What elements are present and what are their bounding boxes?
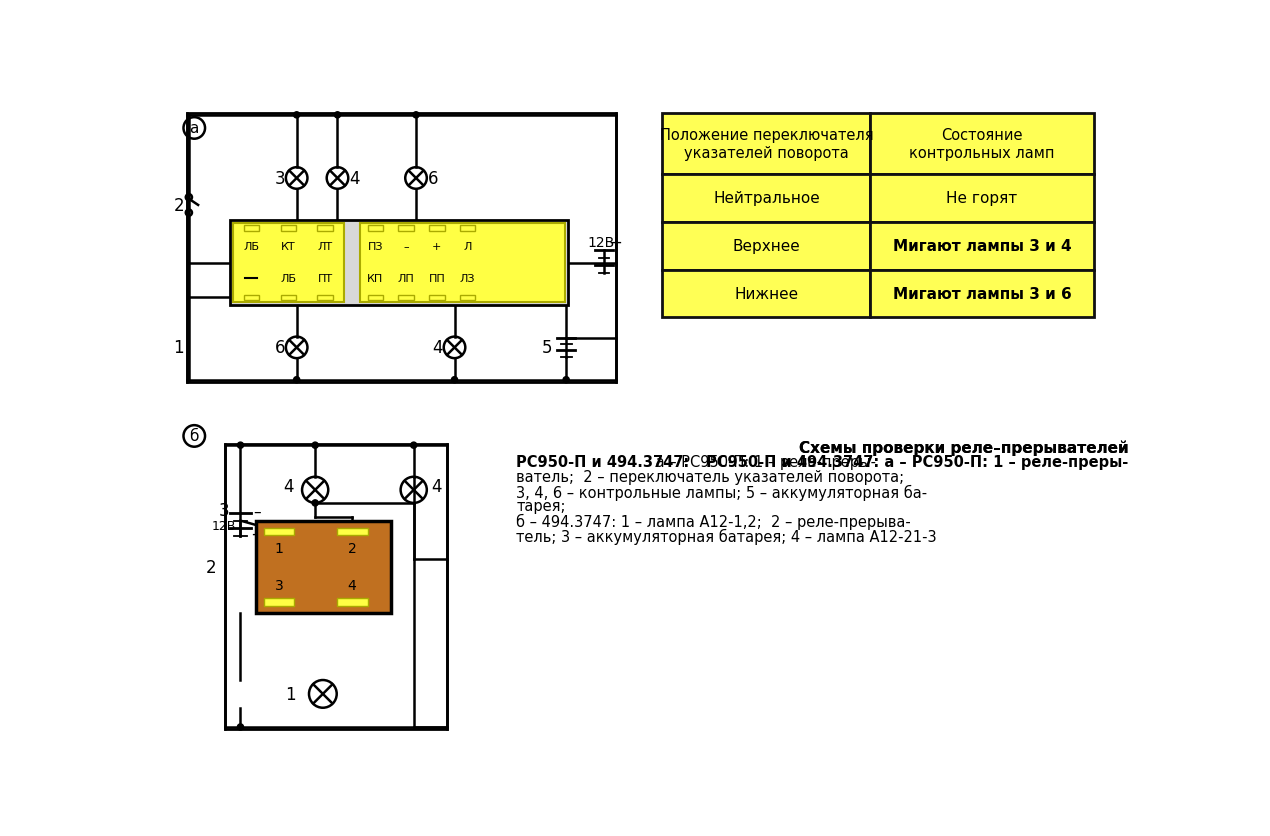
Text: КП: КП bbox=[367, 273, 384, 283]
Bar bbox=[264, 599, 295, 606]
Text: Нижнее: Нижнее bbox=[734, 287, 799, 302]
Bar bbox=[281, 226, 296, 232]
Bar bbox=[187, 114, 616, 383]
Text: 1: 1 bbox=[174, 339, 184, 357]
Text: б: б bbox=[189, 429, 199, 444]
Text: ЛБ: ЛБ bbox=[244, 242, 259, 252]
Text: ЛП: ЛП bbox=[398, 273, 414, 283]
Text: 2: 2 bbox=[348, 542, 357, 556]
Text: 6: 6 bbox=[428, 170, 438, 188]
Bar bbox=[232, 224, 344, 303]
Text: тель; 3 – аккумуляторная батарея; 4 – лампа А12-21-3: тель; 3 – аккумуляторная батарея; 4 – ла… bbox=[516, 528, 937, 544]
Circle shape bbox=[451, 377, 457, 384]
Text: 5: 5 bbox=[542, 339, 552, 357]
Text: РС950-П и 494.3747: а – РС950-П: 1 – реле-преры-: РС950-П и 494.3747: а – РС950-П: 1 – рел… bbox=[706, 455, 1128, 470]
Text: а: а bbox=[189, 121, 199, 136]
Text: 3: 3 bbox=[274, 579, 283, 593]
Text: +: + bbox=[250, 526, 265, 544]
Text: ЛБ: ЛБ bbox=[281, 273, 296, 283]
Text: –: – bbox=[403, 242, 409, 252]
Text: –: – bbox=[254, 504, 262, 519]
Circle shape bbox=[293, 377, 300, 384]
Text: Мигают лампы 3 и 4: Мигают лампы 3 и 4 bbox=[893, 239, 1072, 254]
Text: ватель;  2 – переключатель указателей поворота;: ватель; 2 – переключатель указателей пов… bbox=[516, 470, 904, 484]
Bar bbox=[264, 528, 295, 536]
Circle shape bbox=[237, 724, 244, 730]
Text: ЛТ: ЛТ bbox=[318, 242, 333, 252]
Text: Нейтральное: Нейтральное bbox=[712, 191, 819, 206]
Text: 4: 4 bbox=[432, 477, 442, 496]
Bar bbox=[367, 295, 384, 301]
Circle shape bbox=[334, 113, 340, 119]
Bar bbox=[429, 226, 444, 232]
Text: РС950-П и 494.3747:: РС950-П и 494.3747: bbox=[516, 455, 690, 470]
Bar bbox=[337, 528, 367, 536]
Bar bbox=[399, 226, 414, 232]
Text: 1: 1 bbox=[286, 685, 296, 703]
Text: 2: 2 bbox=[206, 558, 216, 576]
Text: ЛЗ: ЛЗ bbox=[460, 273, 475, 283]
Text: б – 494.3747: 1 – лампа А12-1,2;  2 – реле-прерыва-: б – 494.3747: 1 – лампа А12-1,2; 2 – рел… bbox=[516, 513, 911, 529]
Text: 12В: 12В bbox=[211, 519, 236, 532]
Bar bbox=[318, 295, 333, 301]
Text: 12В: 12В bbox=[588, 235, 615, 249]
Text: Положение переключателя
указателей поворота: Положение переключателя указателей повор… bbox=[659, 128, 874, 161]
Text: ПП: ПП bbox=[428, 273, 446, 283]
Text: Схемы проверки реле–прерывателей: Схемы проверки реле–прерывателей bbox=[799, 441, 1128, 456]
Bar bbox=[318, 226, 333, 232]
Bar bbox=[281, 295, 296, 301]
Text: 4: 4 bbox=[348, 579, 357, 593]
Text: Мигают лампы 3 и 6: Мигают лампы 3 и 6 bbox=[893, 287, 1072, 302]
Bar bbox=[870, 270, 1093, 318]
Bar bbox=[870, 222, 1093, 270]
Text: Л: Л bbox=[464, 242, 471, 252]
Bar bbox=[225, 444, 447, 729]
Circle shape bbox=[293, 113, 300, 119]
Text: 6: 6 bbox=[274, 339, 284, 357]
Bar bbox=[244, 295, 259, 301]
Bar bbox=[337, 599, 367, 606]
Text: ПЗ: ПЗ bbox=[367, 242, 384, 252]
Text: 2: 2 bbox=[174, 196, 184, 215]
Text: тарея;: тарея; bbox=[516, 499, 565, 513]
Bar bbox=[399, 295, 414, 301]
Text: Состояние
контрольных ламп: Состояние контрольных ламп bbox=[909, 128, 1054, 161]
Bar bbox=[244, 226, 259, 232]
Text: 4: 4 bbox=[283, 477, 293, 496]
Circle shape bbox=[410, 442, 417, 449]
Text: 3, 4, 6 – контрольные лампы; 5 – аккумуляторная ба-: 3, 4, 6 – контрольные лампы; 5 – аккумул… bbox=[516, 484, 927, 500]
Text: +: + bbox=[608, 233, 622, 251]
Bar bbox=[663, 222, 870, 270]
Circle shape bbox=[563, 377, 569, 384]
Bar bbox=[663, 175, 870, 222]
Text: КТ: КТ bbox=[281, 242, 296, 252]
Bar bbox=[359, 224, 565, 303]
Bar bbox=[870, 114, 1093, 175]
Text: 4: 4 bbox=[432, 339, 443, 357]
Bar bbox=[663, 270, 870, 318]
Bar bbox=[367, 226, 384, 232]
Text: ПТ: ПТ bbox=[318, 273, 333, 283]
Text: Не горят: Не горят bbox=[946, 191, 1017, 206]
Bar bbox=[255, 521, 391, 614]
Text: а – РС950-П: 1 – реле-преры-: а – РС950-П: 1 – реле-преры- bbox=[652, 455, 876, 470]
Circle shape bbox=[312, 442, 319, 449]
Text: 3: 3 bbox=[274, 170, 284, 188]
Bar bbox=[870, 175, 1093, 222]
Circle shape bbox=[413, 113, 419, 119]
Circle shape bbox=[237, 442, 244, 449]
Text: Верхнее: Верхнее bbox=[733, 239, 800, 254]
Text: 1: 1 bbox=[274, 542, 283, 556]
Text: Схемы проверки реле–прерывателей: Схемы проверки реле–прерывателей bbox=[799, 441, 1128, 456]
Bar bbox=[663, 114, 870, 175]
Text: +: + bbox=[432, 242, 442, 252]
Text: 4: 4 bbox=[349, 170, 359, 188]
Bar bbox=[230, 221, 569, 306]
Bar bbox=[429, 295, 444, 301]
Bar bbox=[460, 226, 475, 232]
Circle shape bbox=[312, 500, 319, 507]
Text: 3: 3 bbox=[218, 502, 229, 519]
Bar bbox=[460, 295, 475, 301]
